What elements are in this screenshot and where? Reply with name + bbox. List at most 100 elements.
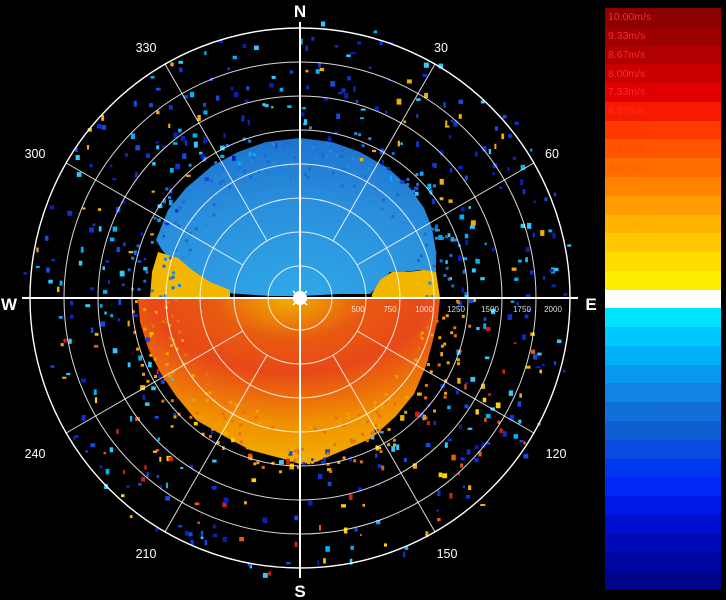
echo-fringe-speckle: [437, 363, 441, 367]
echo-fringe-speckle: [326, 142, 330, 146]
echo-speckle: [462, 485, 465, 489]
echo-speckle: [233, 92, 239, 98]
colorbar-swatch: [605, 233, 721, 253]
echo-speckle: [87, 145, 90, 150]
echo-speckle: [294, 541, 298, 547]
echo-fringe-speckle: [393, 438, 396, 442]
echo-speckle: [450, 237, 455, 242]
colorbar-swatch: [605, 327, 721, 347]
echo-speckle: [220, 145, 225, 151]
echo-speckle: [464, 233, 469, 239]
echo-fringe-speckle: [368, 167, 372, 171]
echo-fringe-speckle: [228, 185, 232, 189]
echo-fringe-speckle: [306, 176, 310, 180]
echo-speckle: [101, 125, 107, 130]
echo-fringe-speckle: [443, 274, 447, 277]
echo-speckle: [74, 435, 79, 438]
echo-speckle: [437, 518, 441, 522]
echo-speckle: [343, 527, 348, 534]
colorbar-label: -1.33m/s: [608, 330, 649, 343]
echo-speckle: [85, 304, 91, 308]
echo-fringe-speckle: [341, 149, 345, 153]
echo-speckle: [480, 277, 485, 281]
echo-speckle: [311, 458, 314, 461]
echo-speckle: [524, 314, 529, 319]
echo-fringe-speckle: [222, 173, 226, 177]
colorbar-label: 5.33m/s: [608, 142, 646, 155]
echo-fringe-speckle: [352, 184, 356, 188]
echo-speckle: [82, 207, 86, 210]
echo-fringe-speckle: [308, 167, 311, 171]
echo-speckle: [143, 258, 147, 261]
echo-speckle: [419, 171, 424, 176]
echo-speckle: [244, 501, 247, 505]
echo-fringe-speckle: [239, 423, 242, 427]
echo-speckle: [424, 92, 428, 99]
echo-speckle: [102, 266, 105, 270]
echo-fringe-speckle: [230, 419, 234, 423]
echo-speckle: [87, 128, 92, 132]
echo-fringe-speckle: [442, 316, 446, 320]
echo-speckle: [81, 378, 86, 383]
echo-speckle: [415, 411, 420, 417]
echo-fringe-speckle: [279, 470, 282, 474]
echo-fringe-speckle: [326, 462, 330, 466]
colorbar-swatch: [605, 458, 721, 478]
echo-speckle: [97, 208, 102, 211]
echo-speckle: [315, 69, 320, 74]
echo-speckle: [248, 151, 252, 157]
echo-fringe-speckle: [256, 174, 260, 178]
echo-speckle: [63, 338, 67, 343]
colorbar-label: -7.33m/s: [608, 499, 649, 512]
echo-fringe-speckle: [221, 398, 225, 402]
echo-speckle: [484, 356, 490, 360]
velocity-echo-field: [138, 138, 440, 464]
echo-speckle: [514, 277, 519, 281]
echo-fringe-speckle: [218, 162, 222, 166]
echo-speckle: [90, 327, 94, 333]
echo-fringe-speckle: [256, 461, 260, 465]
echo-speckle: [379, 40, 384, 45]
echo-speckle: [168, 105, 173, 110]
echo-speckle: [242, 44, 247, 49]
echo-speckle: [488, 149, 492, 155]
echo-speckle: [346, 54, 351, 58]
echo-speckle: [334, 45, 339, 48]
echo-fringe-speckle: [162, 200, 166, 204]
colorbar-swatch: [605, 64, 721, 84]
echo-fringe-speckle: [433, 250, 437, 254]
echo-fringe-speckle: [373, 401, 377, 405]
echo-speckle: [320, 461, 326, 465]
echo-speckle: [433, 420, 436, 426]
colorbar-swatch: [605, 402, 721, 422]
echo-speckle: [223, 497, 229, 504]
echo-speckle: [476, 327, 480, 330]
azimuth-spoke: [164, 354, 268, 533]
echo-speckle: [121, 283, 125, 286]
echo-fringe-speckle: [340, 184, 344, 188]
echo-speckle: [175, 209, 179, 213]
colorbar-label: -0.67m/s: [608, 311, 649, 324]
echo-speckle: [437, 490, 441, 497]
echo-fringe-speckle: [326, 438, 330, 442]
echo-speckle: [458, 99, 464, 105]
echo-speckle: [439, 197, 444, 201]
echo-fringe-speckle: [203, 156, 207, 160]
echo-speckle: [173, 413, 177, 416]
echo-speckle: [75, 155, 80, 161]
echo-speckle: [264, 104, 269, 108]
echo-fringe-speckle: [387, 397, 391, 401]
echo-speckle: [431, 198, 436, 205]
echo-fringe-speckle: [253, 462, 257, 466]
echo-speckle: [412, 463, 417, 469]
echo-fringe-speckle: [380, 405, 383, 409]
echo-fringe-speckle: [229, 401, 233, 404]
echo-speckle: [360, 117, 364, 120]
echo-fringe-speckle: [249, 455, 253, 459]
echo-speckle: [130, 415, 133, 422]
echo-fringe-speckle: [391, 215, 395, 219]
colorbar-label: -8.67m/s: [608, 537, 649, 550]
colorbar-label: 8.00m/s: [608, 67, 646, 80]
bearing-label-240: 240: [25, 447, 46, 461]
echo-fringe-speckle: [223, 416, 227, 420]
